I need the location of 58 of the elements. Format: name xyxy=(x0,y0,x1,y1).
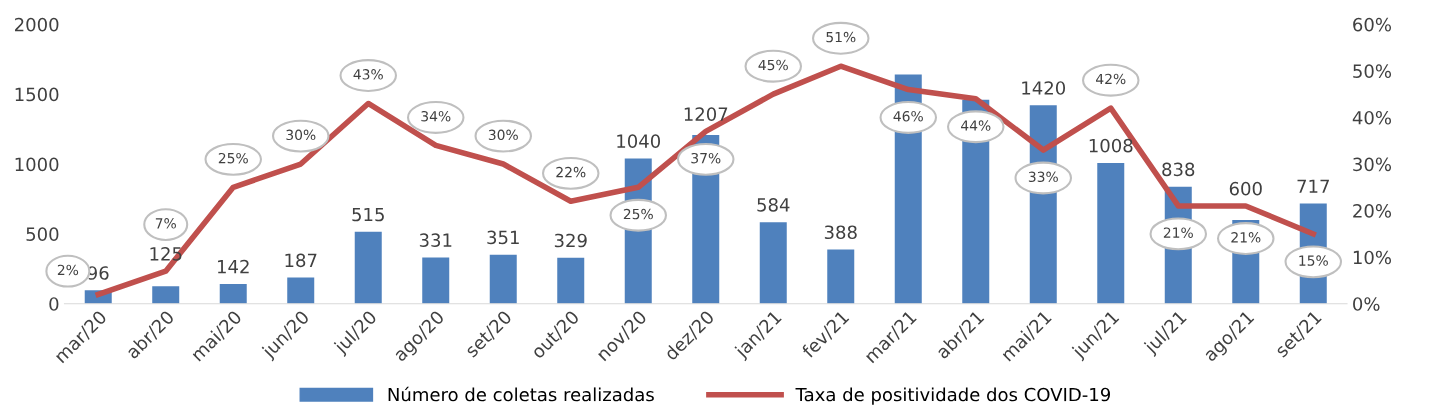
data-label: 21% xyxy=(1163,227,1193,238)
data-label: 351 xyxy=(487,230,519,245)
bar xyxy=(827,249,855,304)
data-label: 30% xyxy=(488,129,518,141)
y2-tick-label: 60% xyxy=(1353,17,1392,32)
y2-tick-label: 0% xyxy=(1353,297,1380,311)
y2-tick-label: 20% xyxy=(1353,204,1392,218)
data-label: 1420 xyxy=(1022,81,1066,95)
data-label: 1040 xyxy=(617,134,661,148)
bar xyxy=(422,257,450,304)
data-label: 584 xyxy=(757,198,790,212)
data-label: 42% xyxy=(1096,73,1126,85)
bar xyxy=(1097,162,1125,304)
data-label: 21% xyxy=(1231,232,1261,243)
data-label: 717 xyxy=(1297,179,1329,193)
data-label: 45% xyxy=(758,59,788,71)
data-label: 187 xyxy=(285,253,317,268)
data-label: 331 xyxy=(419,233,452,248)
bar xyxy=(759,222,787,304)
legend-label: Número de coletas realizadas xyxy=(388,386,654,402)
y2-tick-label: 50% xyxy=(1353,64,1392,78)
data-label: 34% xyxy=(421,110,451,122)
data-label: 600 xyxy=(1229,181,1262,196)
data-label: 51% xyxy=(826,31,856,43)
bar xyxy=(557,257,585,304)
data-label: 838 xyxy=(1162,162,1195,177)
data-label: 22% xyxy=(556,166,586,178)
data-label: 7% xyxy=(155,218,176,229)
bar xyxy=(354,231,382,304)
data-label: 25% xyxy=(218,152,248,164)
data-label: 329 xyxy=(554,233,587,248)
y2-tick-label: 10% xyxy=(1353,250,1392,265)
data-label: 1207 xyxy=(684,107,728,121)
data-label: 33% xyxy=(1028,171,1058,183)
data-label: 30% xyxy=(286,129,316,141)
data-label: 37% xyxy=(691,152,721,164)
y-tick-label: 500 xyxy=(26,227,59,241)
data-label: 43% xyxy=(353,69,383,80)
bar xyxy=(219,283,247,304)
y2-tick-label: 40% xyxy=(1352,110,1392,125)
data-label: 15% xyxy=(1299,255,1328,266)
data-label: 388 xyxy=(824,225,857,240)
data-label: 44% xyxy=(961,120,991,131)
y2-tick-label: 30% xyxy=(1353,157,1392,172)
data-label: 515 xyxy=(352,207,384,222)
data-label: 2% xyxy=(57,264,79,276)
bar xyxy=(489,254,517,304)
y-tick-label: 0 xyxy=(49,297,59,311)
data-label: 1008 xyxy=(1089,138,1133,153)
y-tick-label: 2000 xyxy=(15,17,59,32)
bar xyxy=(287,277,315,304)
y-tick-label: 1500 xyxy=(15,87,59,102)
data-label: 46% xyxy=(893,110,923,122)
y-tick-label: 1000 xyxy=(15,157,59,172)
data-label: 25% xyxy=(623,208,653,220)
data-label: 142 xyxy=(217,259,249,274)
legend-label: Taxa de positividade dos COVID-19 xyxy=(795,387,1110,405)
bar xyxy=(152,286,180,304)
